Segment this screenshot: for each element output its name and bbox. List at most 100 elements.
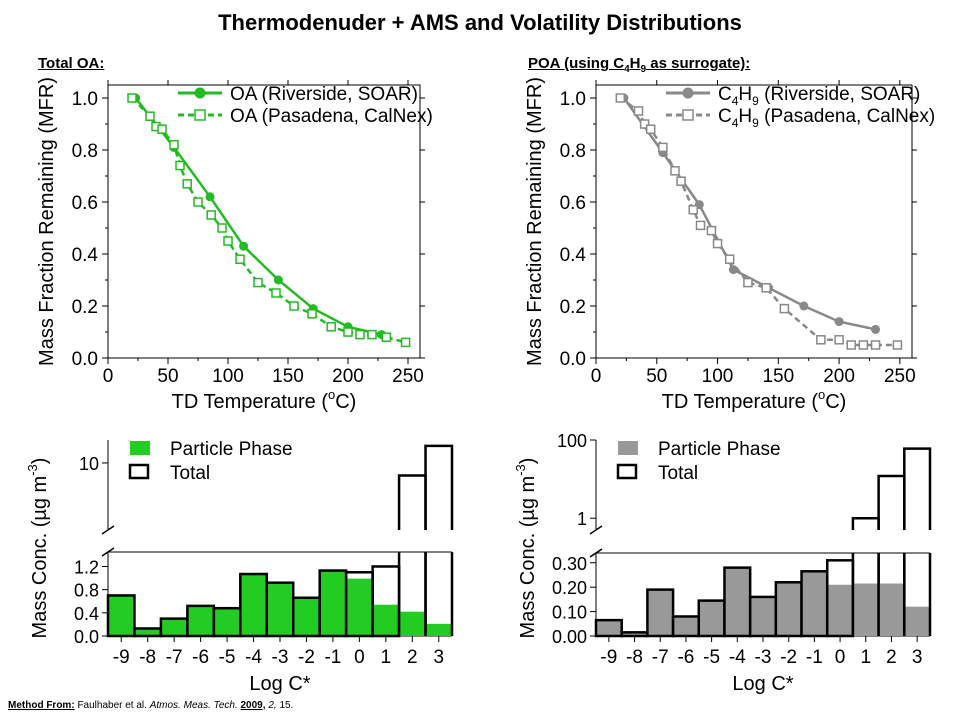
poa-mfr-legend-label-0: C4H9 (Riverside, SOAR) — [718, 84, 920, 108]
poa-vol-lower-ytick-label: 0.20 — [552, 578, 587, 598]
total-oa-mfr-xtick-label: 200 — [332, 366, 364, 387]
total-oa-mfr-series-1-point — [235, 254, 245, 264]
total-oa-vol-axis-break-mark — [101, 525, 115, 535]
poa-mfr-series-1-point — [724, 254, 735, 264]
poa-vol-xtick-label: -1 — [806, 647, 823, 668]
poa-mfr-xtick-label: 50 — [646, 366, 667, 387]
citation-year: 2009, — [240, 700, 266, 711]
poa-mfr-legend-label-1-part-4: (Pasadena, CalNex) — [759, 106, 935, 127]
citation-authors: Faulhaber et al. — [77, 700, 147, 711]
citation-volume: 2, — [268, 700, 277, 711]
total-oa-mfr-xtick-label: 0 — [103, 366, 114, 387]
poa-mfr-series-1-point — [846, 340, 856, 350]
total-oa-mfr-ytick-label: 0.8 — [72, 141, 98, 162]
poa-mfr-series-1-point — [834, 335, 844, 345]
poa-mfr-series-1-point — [892, 340, 903, 350]
chart-total-oa-volatility: 0.0 0.4 0.8 1.2 10 -9 -8 -7 -6 -5 -4 -3 -2 -1 0 1 2 3 Log … — [25, 439, 454, 695]
total-oa-mfr-series-1-point — [145, 111, 155, 121]
total-oa-vol-bar-particle — [425, 623, 452, 636]
poa-mfr-series-0-point — [799, 301, 809, 311]
poa-mfr-series-1-line — [619, 96, 898, 347]
total-oa-mfr-ytick-label: 0.4 — [72, 245, 99, 266]
poa-vol-legend-label-total: Total — [658, 463, 698, 484]
poa-mfr-series-1-point — [743, 277, 753, 288]
total-oa-mfr-xtick-label: 50 — [157, 366, 178, 387]
total-oa-vol-bar-particle — [399, 611, 426, 636]
poa-mfr-series-0-point — [728, 265, 738, 275]
total-oa-vol-xtick-label: -2 — [298, 647, 315, 668]
poa-vol-bar-particle — [621, 632, 648, 636]
poa-vol-lower-ytick-label: 0.00 — [552, 627, 587, 647]
total-oa-mfr-legend-swatch-marker-0 — [194, 87, 206, 99]
total-oa-mfr-series-1-point — [307, 309, 317, 319]
total-oa-mfr-series-0-point — [205, 192, 215, 202]
poa-mfr-series-1-point — [670, 166, 680, 176]
poa-mfr-legend-label-0-part-3: 9 — [752, 94, 759, 108]
total-oa-vol-bar-particle — [346, 578, 373, 636]
total-oa-vol-ylabel-exp: -3 — [25, 464, 40, 476]
total-oa-vol-bar-particle — [213, 608, 241, 636]
total-oa-mfr-series-1-point — [355, 329, 365, 340]
total-oa-mfr-plot-frame — [107, 84, 421, 359]
poa-vol-lower-ytick-label: 0.10 — [552, 603, 587, 623]
poa-vol-xtick-label: 3 — [912, 647, 923, 668]
total-oa-vol-lower-ytick-label: 0.8 — [74, 581, 99, 601]
poa-vol-xtick-label: -8 — [626, 647, 643, 668]
poa-vol-xtick-label: -5 — [703, 647, 720, 668]
total-oa-vol-xtick-label: -4 — [245, 647, 262, 668]
poa-vol-xtick-label: -2 — [780, 647, 797, 668]
total-oa-vol-lower-ytick-label: 1.2 — [74, 557, 99, 577]
poa-mfr-ylabel: Mass Fraction Remaining (MFR) — [524, 77, 546, 366]
total-oa-vol-upper-ytick-label: 10 — [79, 454, 99, 474]
poa-mfr-ytick-label: 0.0 — [560, 349, 586, 370]
citation-pages: 15. — [279, 700, 294, 711]
total-oa-vol-bar-total-upper — [424, 444, 454, 530]
total-oa-vol-ylabel: Mass Conc. (µg m-3) — [25, 458, 51, 639]
poa-vol-bar-particle — [904, 606, 930, 636]
total-oa-vol-legend-label-particle: Particle Phase — [170, 439, 293, 460]
total-oa-mfr-series-1-point — [289, 301, 299, 311]
poa-vol-axis-break-mark — [589, 525, 603, 535]
total-oa-vol-xtick-label: -7 — [166, 647, 183, 668]
total-oa-mfr-xlabel-part-1: o — [328, 387, 335, 402]
total-oa-mfr-series-1-point — [127, 93, 137, 103]
poa-label-sub2: 9 — [640, 64, 647, 75]
citation-footer: Method From: Faulhaber et al. Atmos. Mea… — [8, 700, 293, 711]
total-oa-mfr-legend-label-1: OA (Pasadena, CalNex) — [230, 106, 433, 127]
poa-mfr-legend-label-1-part-3: 9 — [752, 116, 759, 130]
poa-mfr-xtick-label: 250 — [884, 366, 916, 387]
poa-mfr-series-1-point — [712, 238, 723, 249]
total-oa-vol-bar-particle — [187, 605, 214, 636]
total-oa-mfr-legend-label-0: OA (Riverside, SOAR) — [230, 84, 418, 105]
poa-mfr-series-1-point — [633, 106, 644, 116]
total-oa-vol-bar-particle — [240, 574, 267, 636]
poa-vol-bar-particle — [698, 600, 725, 636]
poa-mfr-legend-label-0-part-1: 4 — [732, 94, 739, 108]
total-oa-mfr-series-1-point — [367, 329, 377, 340]
total-oa-mfr-series-1-point — [175, 160, 185, 171]
total-oa-vol-bar-particle — [293, 597, 320, 636]
poa-vol-ylabel-main: Mass Conc. (µg m — [517, 476, 539, 639]
total-oa-mfr-series-1-point — [381, 332, 392, 342]
poa-vol-xtick-label: -3 — [755, 647, 772, 668]
panel-label-total-oa: Total OA: — [38, 55, 105, 72]
total-oa-mfr-series-0-point — [239, 241, 249, 251]
total-oa-vol-xtick-label: -5 — [219, 647, 236, 668]
total-oa-vol-ylabel-main: Mass Conc. (µg m — [29, 476, 51, 639]
poa-mfr-xlabel: TD Temperature (oC) — [662, 387, 847, 413]
total-oa-vol-xtick-label: -1 — [324, 647, 341, 668]
poa-vol-ylabel-exp: -3 — [513, 464, 528, 476]
poa-mfr-xtick-label: 0 — [591, 366, 602, 387]
poa-mfr-series-1-point — [639, 119, 650, 129]
total-oa-vol-legend-swatch-particle — [130, 441, 150, 455]
poa-vol-bar-particle — [596, 620, 622, 636]
poa-vol-xtick-label: 1 — [860, 647, 871, 668]
poa-mfr-legend-swatch-marker-1 — [682, 109, 694, 121]
total-oa-mfr-ylabel: Mass Fraction Remaining (MFR) — [36, 77, 58, 366]
total-oa-mfr-xtick-label: 250 — [392, 366, 424, 387]
total-oa-mfr-xtick-label: 150 — [272, 366, 304, 387]
poa-mfr-series-1-point — [645, 124, 656, 134]
poa-mfr-ytick-label: 0.2 — [560, 297, 586, 318]
poa-vol-bar-particle — [852, 583, 879, 636]
poa-mfr-legend-label-1-part-1: 4 — [732, 116, 739, 130]
